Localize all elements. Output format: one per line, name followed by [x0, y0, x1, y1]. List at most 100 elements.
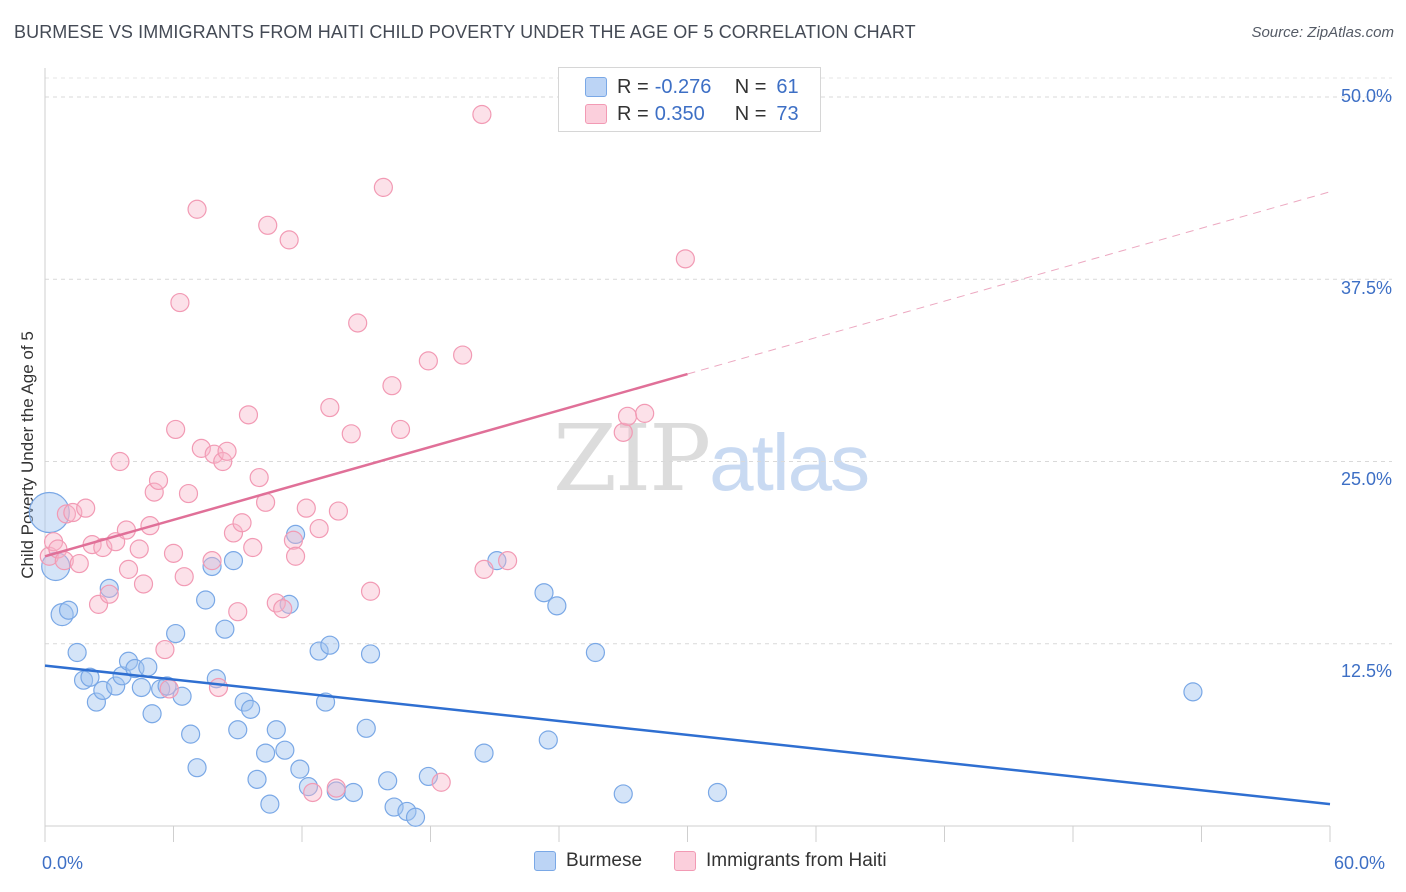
- haiti-point: [617, 406, 638, 426]
- legend-label-haiti: Immigrants from Haiti: [706, 850, 887, 871]
- haiti-point: [148, 470, 169, 491]
- burmese-point: [266, 720, 286, 740]
- haiti-point: [144, 482, 164, 502]
- haiti-point: [76, 498, 96, 518]
- haiti-point: [243, 537, 263, 558]
- haiti-point: [341, 424, 361, 444]
- y-tick-label-12-5: 12.5%: [1340, 661, 1392, 681]
- haiti-point: [170, 292, 190, 313]
- chart-title: BURMESE VS IMMIGRANTS FROM HAITI CHILD P…: [14, 22, 916, 42]
- n-value-burmese: 61: [776, 75, 799, 98]
- burmese-point: [384, 797, 404, 817]
- haiti-point: [69, 553, 89, 574]
- burmese-point: [360, 644, 381, 664]
- burmese-point: [118, 651, 139, 671]
- haiti-point: [328, 501, 349, 521]
- haiti-trend-line: [44, 372, 688, 558]
- burmese-point: [80, 667, 100, 687]
- legend-row-haiti: R = 0.350 N = 73: [585, 101, 799, 127]
- haiti-point: [228, 602, 248, 622]
- burmese-point: [309, 641, 329, 661]
- legend-row-burmese: R = -0.276 N = 61: [585, 74, 799, 100]
- burmese-trend-line: [44, 664, 1331, 806]
- haiti-point: [249, 467, 269, 488]
- watermark-atlas: atlas: [709, 418, 870, 507]
- legend-item-burmese[interactable]: Burmese: [534, 850, 642, 872]
- burmese-point: [247, 769, 267, 789]
- haiti-point: [285, 546, 306, 566]
- haiti-point: [118, 559, 139, 579]
- haiti-point: [675, 249, 695, 269]
- haiti-point: [453, 345, 473, 365]
- burmese-point: [474, 743, 494, 763]
- burmese-point: [187, 758, 207, 778]
- r-label: R =: [617, 102, 649, 125]
- burmese-point: [234, 692, 254, 712]
- haiti-point: [159, 679, 179, 699]
- burmese-point: [255, 743, 276, 763]
- source-label: Source: ZipAtlas.com: [1251, 24, 1394, 41]
- burmese-point: [202, 556, 222, 577]
- n-label: N =: [734, 75, 767, 98]
- burmese-point: [260, 794, 280, 814]
- burmese-point: [131, 677, 151, 698]
- burmese-point: [28, 491, 70, 534]
- haiti-point: [163, 543, 184, 563]
- n-label: N =: [734, 102, 767, 125]
- haiti-point: [472, 104, 492, 125]
- burmese-point: [405, 807, 426, 827]
- burmese-point: [58, 600, 79, 620]
- haiti-point: [187, 199, 207, 219]
- haiti-point: [418, 351, 438, 371]
- burmese-point: [166, 623, 186, 644]
- haiti-point: [498, 551, 518, 571]
- burmese-point: [196, 590, 216, 610]
- burmese-swatch: [585, 77, 607, 97]
- haiti-point: [303, 782, 323, 803]
- burmese-point: [67, 642, 87, 663]
- r-value-burmese: -0.276: [654, 75, 712, 98]
- watermark-zip: ZIP: [553, 405, 711, 512]
- series-legend: Burmese Immigrants from Haiti: [534, 850, 919, 872]
- n-value-haiti: 73: [776, 102, 799, 125]
- haiti-point: [320, 397, 340, 418]
- haiti-point: [326, 778, 346, 798]
- haiti-point: [178, 483, 199, 504]
- x-tick-label-min: 0.0%: [42, 853, 84, 873]
- haiti-swatch: [585, 104, 607, 124]
- haiti-point: [56, 504, 77, 524]
- burmese-point: [1183, 682, 1203, 702]
- burmese-point: [106, 676, 126, 696]
- haiti-point: [238, 405, 259, 425]
- burmese-point: [86, 692, 107, 712]
- haiti-swatch: [674, 851, 697, 871]
- burmese-point: [707, 782, 728, 803]
- burmese-point: [138, 657, 158, 677]
- burmese-point: [223, 551, 244, 571]
- burmese-point: [320, 635, 340, 655]
- burmese-point: [142, 704, 162, 724]
- haiti-point: [431, 772, 451, 792]
- correlation-legend: R = -0.276 N = 61 R = 0.350 N = 73: [558, 67, 821, 132]
- y-tick-label-50: 50.0%: [1340, 86, 1392, 106]
- haiti-point: [309, 518, 329, 539]
- haiti-point: [202, 551, 222, 571]
- haiti-point: [116, 520, 136, 540]
- burmese-point: [215, 619, 235, 639]
- burmese-point: [378, 771, 398, 791]
- burmese-point: [534, 583, 554, 603]
- burmese-point: [275, 740, 295, 760]
- haiti-point: [283, 530, 304, 550]
- haiti-point: [373, 177, 393, 197]
- burmese-point: [181, 724, 201, 744]
- x-tick-label-max: 60.0%: [1334, 853, 1386, 873]
- burmese-point: [343, 782, 363, 803]
- legend-item-haiti[interactable]: Immigrants from Haiti: [674, 850, 887, 872]
- haiti-point: [348, 313, 368, 333]
- haiti-point: [296, 498, 316, 518]
- haiti-point: [99, 584, 119, 604]
- haiti-point: [166, 419, 186, 440]
- haiti-point: [273, 599, 293, 619]
- watermark: ZIPatlas: [553, 405, 870, 512]
